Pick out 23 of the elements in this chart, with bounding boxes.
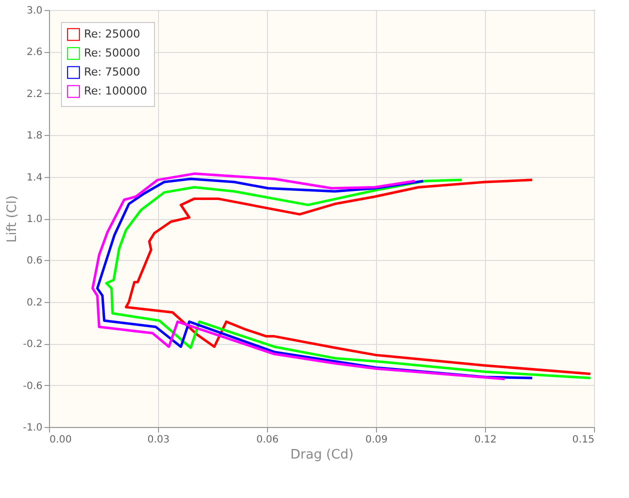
x-tick-label: 0.03 bbox=[147, 434, 170, 446]
y-tick-label: -0.2 bbox=[22, 339, 42, 350]
y-tick-label: -1.0 bbox=[22, 422, 42, 434]
x-tick-label: 0.09 bbox=[365, 434, 388, 446]
legend-label: Re: 50000 bbox=[84, 46, 140, 60]
x-axis-title: Drag (Cd) bbox=[290, 448, 354, 462]
x-tick-label: 0.12 bbox=[474, 434, 497, 446]
y-tick-label: 1.4 bbox=[26, 172, 42, 184]
y-tick-label: 1.8 bbox=[26, 130, 42, 142]
y-tick-label: 2.2 bbox=[26, 88, 42, 100]
y-tick-label: -0.6 bbox=[22, 380, 42, 392]
y-tick-label: 3.0 bbox=[26, 6, 42, 16]
legend-label: Re: 25000 bbox=[84, 28, 140, 40]
legend-label: Re: 75000 bbox=[84, 66, 140, 78]
y-tick-label: 2.6 bbox=[26, 47, 42, 58]
x-tick-label: 0.00 bbox=[50, 434, 72, 446]
y-tick-label: 0.6 bbox=[26, 256, 42, 267]
y-tick-label: 0.2 bbox=[26, 297, 42, 308]
x-tick-label: 0.06 bbox=[256, 434, 279, 446]
x-tick-label: 0.15 bbox=[572, 434, 594, 446]
legend-label: Re: 100000 bbox=[84, 84, 148, 98]
y-axis-title: Lift (Cl) bbox=[4, 195, 20, 243]
y-tick-label: 1.0 bbox=[26, 214, 42, 225]
